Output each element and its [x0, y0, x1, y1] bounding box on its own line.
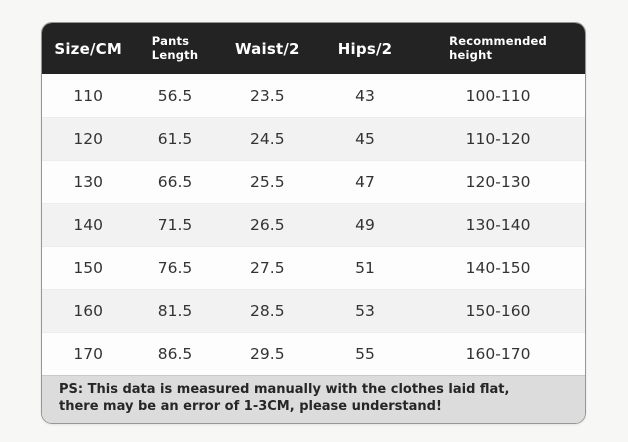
cell-hips: 53	[355, 302, 375, 320]
note-line-2: there may be an error of 1-3CM, please u…	[59, 398, 442, 414]
table-row-160: 160 81.5 28.5 53 150-160	[42, 289, 585, 332]
table-body: 110 56.5 23.5 43 100-110 120 61.5 24.5 4…	[42, 74, 585, 375]
cell-recommended-height: 130-140	[465, 216, 531, 234]
cell-pants-length: 61.5	[157, 130, 193, 148]
cell-hips: 45	[355, 130, 375, 148]
cell-size: 140	[73, 216, 103, 234]
table-row-130: 130 66.5 25.5 47 120-130	[42, 160, 585, 203]
cell-waist: 28.5	[250, 302, 285, 320]
table-header-row: Size/CM Pants Length Waist/2 Hips/2 Reco…	[42, 23, 585, 74]
cell-waist: 23.5	[250, 86, 285, 105]
size-chart-table: Size/CM Pants Length Waist/2 Hips/2 Reco…	[41, 22, 586, 425]
cell-pants-length: 86.5	[157, 345, 193, 363]
note-line-1: PS: This data is measured manually with …	[59, 382, 510, 397]
header-cell-recommended-height: Recommended height	[449, 33, 547, 62]
table-row-110: 110 56.5 23.5 43 100-110	[42, 74, 585, 117]
cell-size: 120	[73, 130, 103, 148]
header-cell-hips: Hips/2	[337, 39, 393, 58]
table-row-140: 140 71.5 26.5 49 130-140	[42, 203, 585, 246]
cell-waist: 26.5	[250, 216, 285, 234]
header-cell-size: Size/CM	[54, 39, 122, 58]
cell-waist: 29.5	[250, 345, 285, 363]
cell-pants-length: 56.5	[157, 86, 193, 105]
cell-waist: 27.5	[250, 259, 285, 277]
cell-recommended-height: 120-130	[465, 173, 531, 191]
cell-recommended-height: 110-120	[465, 130, 531, 148]
cell-pants-length: 71.5	[157, 216, 193, 234]
note-footer: PS: This data is measured manually with …	[42, 375, 585, 424]
cell-size: 170	[73, 345, 103, 363]
cell-pants-length: 81.5	[157, 302, 193, 320]
cell-pants-length: 76.5	[157, 259, 193, 277]
cell-hips: 47	[355, 173, 375, 191]
cell-hips: 51	[355, 259, 375, 277]
cell-hips: 55	[355, 345, 375, 363]
table-row-120: 120 61.5 24.5 45 110-120	[42, 117, 585, 160]
cell-size: 160	[73, 302, 103, 320]
table-row-170: 170 86.5 29.5 55 160-170	[42, 332, 585, 375]
cell-pants-length: 66.5	[157, 173, 193, 191]
cell-recommended-height: 100-110	[465, 86, 531, 105]
header-cell-pants-length: Pants Length	[151, 33, 199, 62]
cell-hips: 49	[355, 216, 375, 234]
cell-size: 110	[73, 86, 103, 105]
cell-waist: 24.5	[250, 130, 285, 148]
cell-size: 150	[73, 259, 103, 277]
cell-hips: 43	[355, 86, 375, 105]
table-row-150: 150 76.5 27.5 51 140-150	[42, 246, 585, 289]
cell-size: 130	[73, 173, 103, 191]
cell-recommended-height: 150-160	[465, 302, 531, 320]
cell-recommended-height: 160-170	[465, 345, 531, 363]
cell-waist: 25.5	[250, 173, 285, 191]
cell-recommended-height: 140-150	[465, 259, 531, 277]
header-cell-waist: Waist/2	[234, 39, 300, 58]
